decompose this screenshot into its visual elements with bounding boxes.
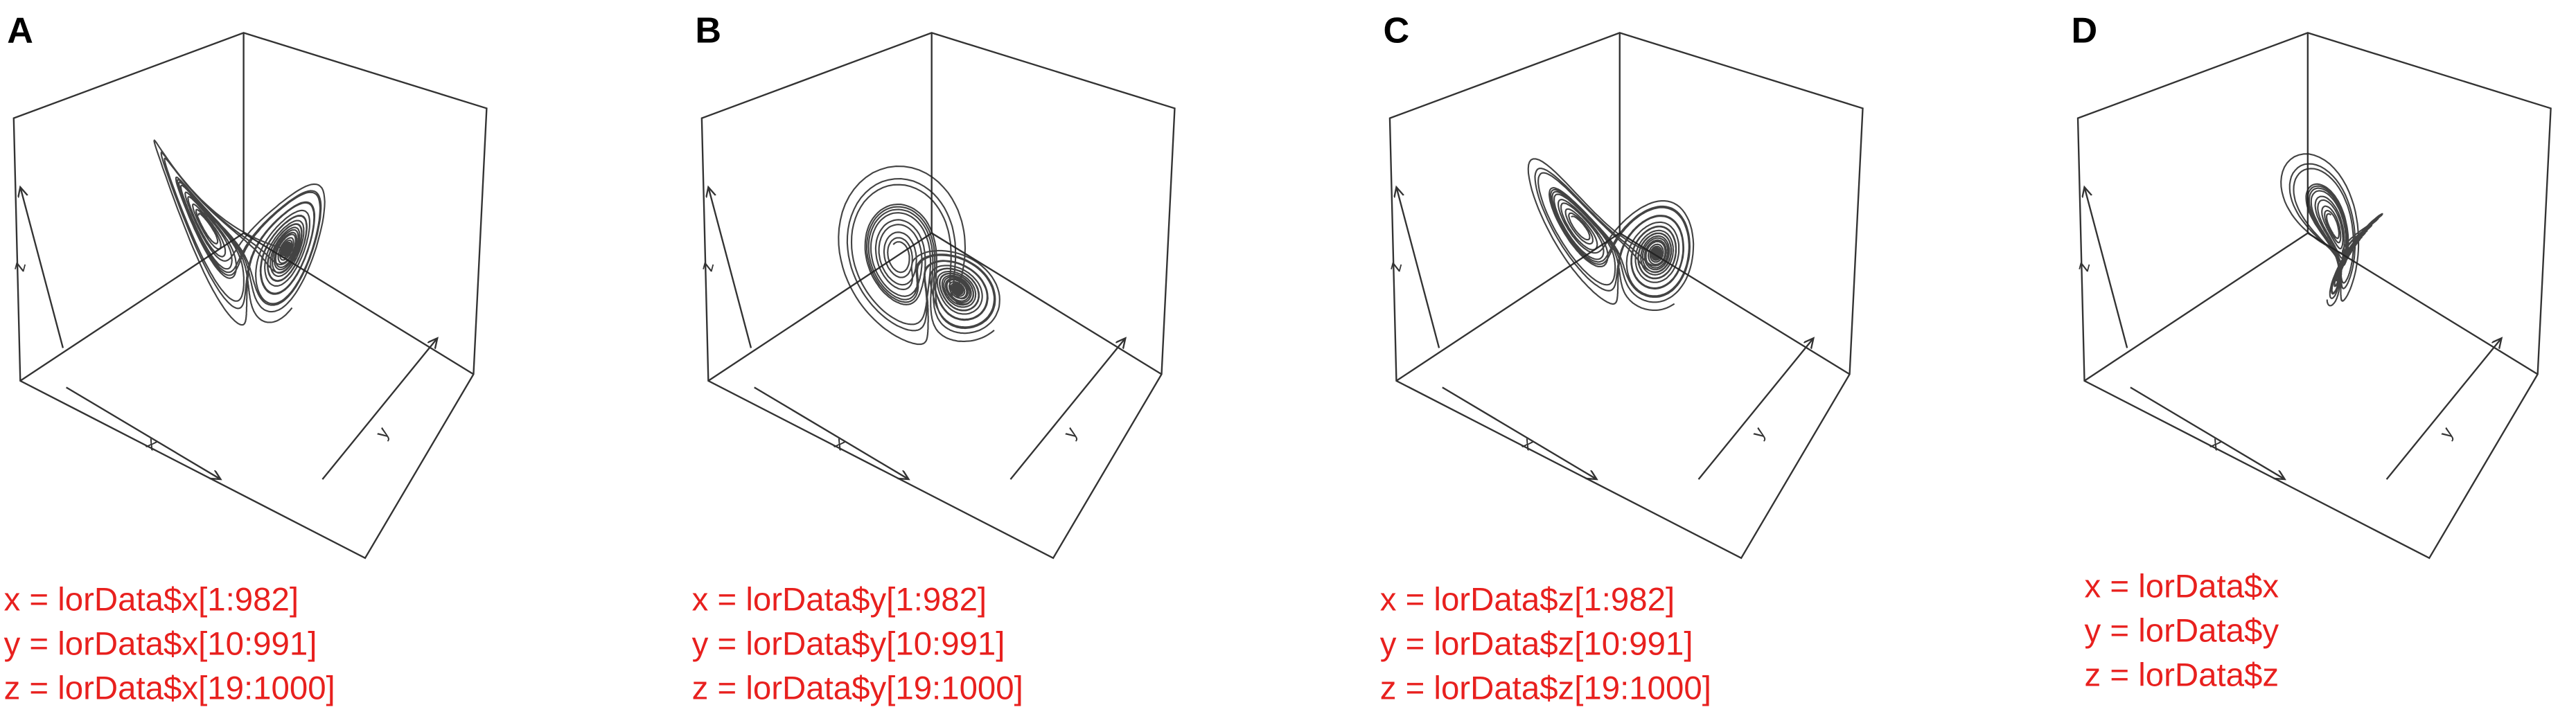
panel-label: B — [695, 11, 721, 51]
caption-line: x = lorData$y[1:982] — [692, 582, 987, 618]
z-axis-label: z — [696, 260, 718, 274]
x-axis-arrow — [754, 386, 909, 479]
z-axis-label: z — [2072, 260, 2094, 274]
y-axis-label: y — [2435, 423, 2458, 443]
caption-line: x = lorData$x[1:982] — [4, 582, 299, 618]
x-axis-arrow — [2130, 386, 2285, 479]
panel: Czx yx = lorData$z[1:982]y = lorData$z[10… — [1380, 11, 1864, 707]
caption-line: z = lorData$x[19:1000] — [4, 670, 335, 707]
x-axis-arrow — [1442, 386, 1597, 479]
caption-line: z = lorData$z — [2085, 657, 2279, 694]
z-axis-label: z — [1384, 260, 1406, 274]
y-axis-label: y — [371, 423, 394, 443]
caption-line: z = lorData$y[19:1000] — [692, 670, 1023, 707]
trajectory — [838, 166, 1000, 346]
panel: Bzx yx = lorData$y[1:982]y = lorData$y[10… — [692, 11, 1176, 707]
z-axis-arrow — [20, 187, 64, 348]
x-axis-arrow — [66, 386, 221, 479]
y-axis-arrow — [1009, 338, 1125, 480]
panel-label: A — [7, 11, 33, 51]
trajectory — [1527, 158, 1695, 312]
plot-box — [700, 32, 1176, 560]
caption-line: z = lorData$z[19:1000] — [1380, 670, 1711, 707]
caption-line: x = lorData$z[1:982] — [1380, 582, 1675, 618]
caption-line: x = lorData$x — [2085, 569, 2279, 605]
plot-box — [2076, 32, 2552, 560]
y-axis-label: y — [1747, 423, 1770, 443]
z-axis-arrow — [2085, 187, 2128, 348]
z-axis-label: z — [8, 260, 30, 274]
panel-label: D — [2072, 11, 2098, 51]
trajectory — [153, 139, 326, 326]
y-axis-label: y — [1059, 423, 1082, 443]
caption-line: y = lorData$y — [2085, 613, 2279, 650]
panel: Azx yx = lorData$x[1:982]y = lorData$x[10… — [4, 11, 488, 707]
y-axis-arrow — [321, 338, 437, 480]
panel: Dzx yx = lorData$xy = lorData$yz = lorDat… — [2072, 11, 2552, 694]
z-axis-arrow — [708, 187, 752, 348]
caption-line: y = lorData$x[10:991] — [4, 626, 317, 663]
y-axis-arrow — [2385, 338, 2502, 480]
caption-line: y = lorData$z[10:991] — [1380, 626, 1693, 663]
trajectory — [2280, 153, 2383, 307]
y-axis-arrow — [1697, 338, 1814, 480]
panel-label: C — [1383, 11, 1409, 51]
z-axis-arrow — [1396, 187, 1440, 348]
caption-line: y = lorData$y[10:991] — [692, 626, 1005, 663]
